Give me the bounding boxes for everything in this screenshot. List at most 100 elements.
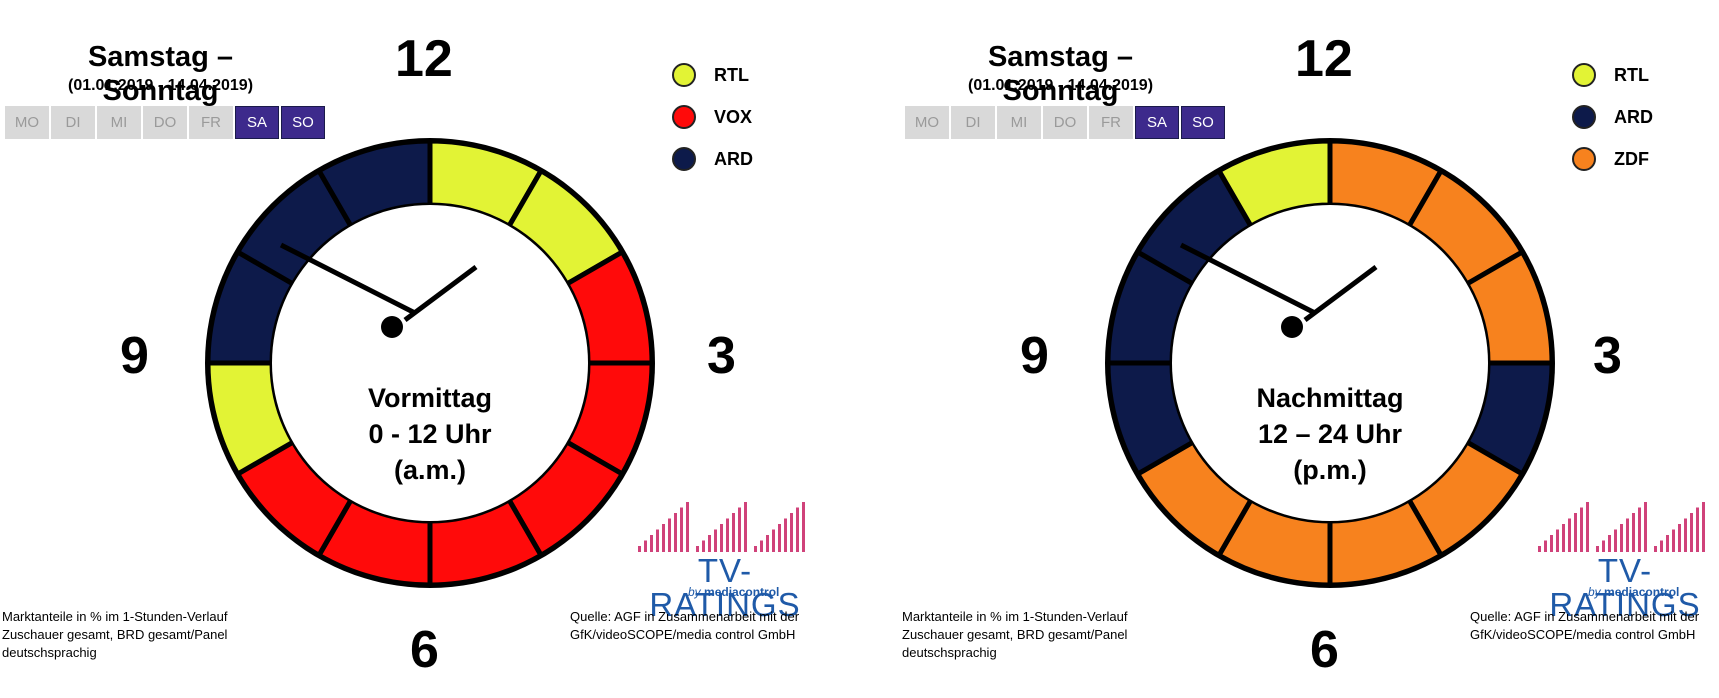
logo-bar [760, 540, 763, 552]
weekday-strip: MO DI MI DO FR SA SO [5, 106, 327, 139]
legend-swatch [1572, 105, 1596, 129]
tv-ratings-logo: TV-RATINGS by mediacontrol [630, 498, 820, 622]
numeral-6: 6 [1310, 621, 1339, 679]
legend-item: ZDF [1572, 138, 1653, 180]
period-name: Nachmittag [1256, 383, 1404, 413]
logo-bar [702, 540, 705, 552]
numeral-9: 9 [1020, 327, 1049, 385]
logo-bar [638, 546, 641, 552]
logo-bar [1654, 546, 1657, 552]
source-line: GfK/videoSCOPE/media control GmbH [570, 627, 796, 642]
legend-label: RTL [1614, 64, 1649, 85]
logo-bar [1580, 507, 1583, 552]
legend: RTL VOX ARD [672, 54, 753, 180]
day-so: SO [281, 106, 325, 139]
logo-bar [644, 540, 647, 552]
legend-swatch [1572, 63, 1596, 87]
legend-item: ARD [672, 138, 753, 180]
logo-bar [778, 524, 781, 552]
numeral-3: 3 [1593, 327, 1622, 385]
legend-label: ARD [1614, 106, 1653, 127]
logo-bar [1568, 518, 1571, 552]
logo-bar [1672, 529, 1675, 552]
logo-bar [1626, 518, 1629, 552]
clock-hand-left [279, 242, 417, 316]
day-mo: MO [905, 106, 949, 139]
logo-bar [726, 518, 729, 552]
period-label: Vormittag 0 - 12 Uhr (a.m.) [330, 380, 530, 488]
legend-label: ARD [714, 148, 753, 169]
legend-label: RTL [714, 64, 749, 85]
logo-bar [1644, 502, 1647, 552]
period-label: Nachmittag 12 – 24 Uhr (p.m.) [1230, 380, 1430, 488]
source-line: GfK/videoSCOPE/media control GmbH [1470, 627, 1696, 642]
logo-subline: by mediacontrol [688, 586, 779, 598]
clock-hand-right [403, 264, 478, 323]
date-range: (01.01.2019 - 14.04.2019) [967, 77, 1154, 94]
logo-bars-graphic [638, 502, 805, 552]
panel-title: Samstag – Sonntag [987, 41, 1134, 107]
legend-label: VOX [714, 106, 753, 127]
day-di: DI [951, 106, 995, 139]
footnote-line: Marktanteile in % im 1-Stunden-Verlauf [2, 609, 228, 624]
logo-bar [1608, 535, 1611, 552]
source-line: Quelle: AGF in Zusammenarbeit mit der [570, 609, 800, 624]
logo-bar [1550, 535, 1553, 552]
period-ampm: (p.m.) [1293, 455, 1367, 485]
logo-bar [662, 524, 665, 552]
footnote-line: Zuschauer gesamt, BRD gesamt/Panel [2, 627, 228, 642]
logo-bar [696, 546, 699, 552]
logo-bar [790, 513, 793, 552]
legend-label: ZDF [1614, 148, 1649, 169]
day-di: DI [51, 106, 95, 139]
day-fr: FR [1089, 106, 1133, 139]
legend-swatch [672, 105, 696, 129]
weekday-strip: MO DI MI DO FR SA SO [905, 106, 1227, 139]
day-do: DO [1043, 106, 1087, 139]
day-mo: MO [5, 106, 49, 139]
footnote-line: deutschsprachig [902, 645, 997, 660]
logo-bar [1702, 502, 1705, 552]
logo-bar [720, 524, 723, 552]
logo-bar [1562, 524, 1565, 552]
logo-bar [1620, 524, 1623, 552]
legend-swatch [1572, 147, 1596, 171]
logo-bar [1638, 507, 1641, 552]
logo-sub-by: by [688, 585, 701, 599]
numeral-12: 12 [1295, 30, 1353, 88]
logo-wordmark: TV-RATINGS [649, 552, 801, 623]
logo-bar [732, 513, 735, 552]
day-fr: FR [189, 106, 233, 139]
period-name: Vormittag [367, 383, 492, 413]
clock-hand-left [1179, 242, 1317, 316]
day-sa: SA [235, 106, 279, 139]
footnote-line: deutschsprachig [2, 645, 97, 660]
numeral-6: 6 [410, 621, 439, 679]
logo-bar [656, 529, 659, 552]
logo-bar [714, 529, 717, 552]
logo-bar [668, 518, 671, 552]
day-sa: SA [1135, 106, 1179, 139]
clock-center-dot [1281, 316, 1303, 338]
logo-bar [708, 535, 711, 552]
clock-center-dot [381, 316, 403, 338]
legend-swatch [672, 147, 696, 171]
clock-ring-chart [205, 138, 655, 588]
clock-ring-chart [1105, 138, 1555, 588]
legend: RTL ARD ZDF [1572, 54, 1653, 180]
footnote-left: Marktanteile in % im 1-Stunden-Verlauf Z… [902, 608, 1202, 662]
logo-bar [680, 507, 683, 552]
logo-bars-graphic [1538, 502, 1705, 552]
logo-bar [754, 546, 757, 552]
day-do: DO [143, 106, 187, 139]
panel-am: Samstag – Sonntag (01.01.2019 - 14.04.20… [2, 33, 820, 679]
panel-title: Samstag – Sonntag [87, 41, 234, 107]
period-hours: 0 - 12 Uhr [368, 419, 492, 449]
legend-item: RTL [672, 54, 753, 96]
period-hours: 12 – 24 Uhr [1257, 419, 1403, 449]
logo-bar [1538, 546, 1541, 552]
logo-sub-brand: mediacontrol [704, 585, 780, 599]
logo-bar [1596, 546, 1599, 552]
legend-item: RTL [1572, 54, 1653, 96]
logo-bar [1684, 518, 1687, 552]
